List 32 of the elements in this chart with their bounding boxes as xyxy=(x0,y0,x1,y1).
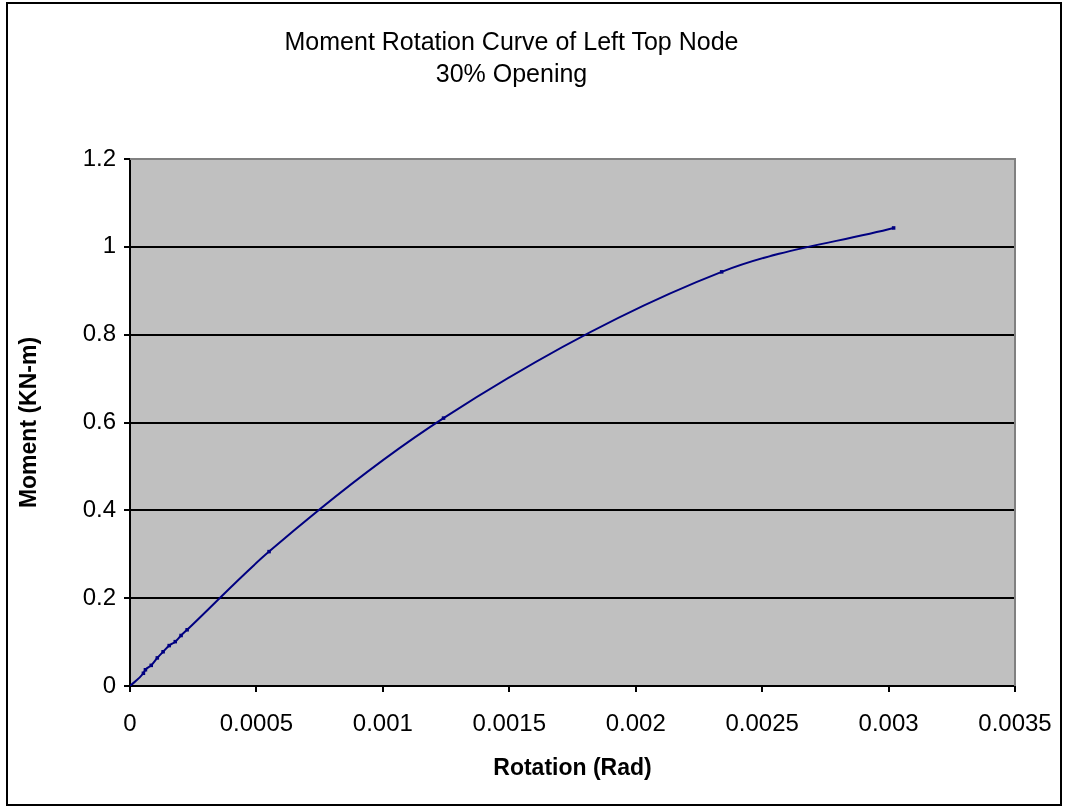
point xyxy=(141,671,146,676)
y-tick-label: 0.2 xyxy=(82,582,116,610)
point xyxy=(441,416,446,420)
y-tick-label: 0.4 xyxy=(82,494,116,522)
y-tick-label: 1 xyxy=(102,231,116,259)
point xyxy=(891,226,896,230)
point xyxy=(155,656,160,660)
x-tick-label: 0.001 xyxy=(352,709,413,737)
chart-subtitle: 30% Opening xyxy=(435,58,588,87)
y-tick-label: 1.2 xyxy=(82,143,116,171)
point xyxy=(185,628,189,632)
x-tick-label: 0.0015 xyxy=(472,709,546,737)
x-tick-label: 0.0025 xyxy=(725,709,799,737)
x-tick-label: 0.0035 xyxy=(978,709,1052,737)
x-tick-label: 0.003 xyxy=(858,709,919,737)
point xyxy=(719,270,724,274)
point xyxy=(143,667,148,672)
x-axis-title: Rotation (Rad) xyxy=(493,753,652,780)
x-tick-label: 0.0005 xyxy=(219,709,294,737)
point xyxy=(167,643,171,648)
point xyxy=(161,649,165,654)
x-tick-label: 0.002 xyxy=(605,709,666,737)
chart-title: Moment Rotation Curve of Left Top Node xyxy=(284,26,739,55)
y-tick-label: 0.8 xyxy=(82,319,116,347)
point xyxy=(179,633,183,638)
y-axis-title: Moment (KN-m) xyxy=(15,336,42,509)
point xyxy=(173,639,178,644)
x-tick-label: 0 xyxy=(123,709,137,737)
point xyxy=(149,663,154,668)
y-tick-label: 0 xyxy=(102,670,116,698)
y-tick-label: 0.6 xyxy=(82,407,116,435)
point xyxy=(267,549,271,554)
